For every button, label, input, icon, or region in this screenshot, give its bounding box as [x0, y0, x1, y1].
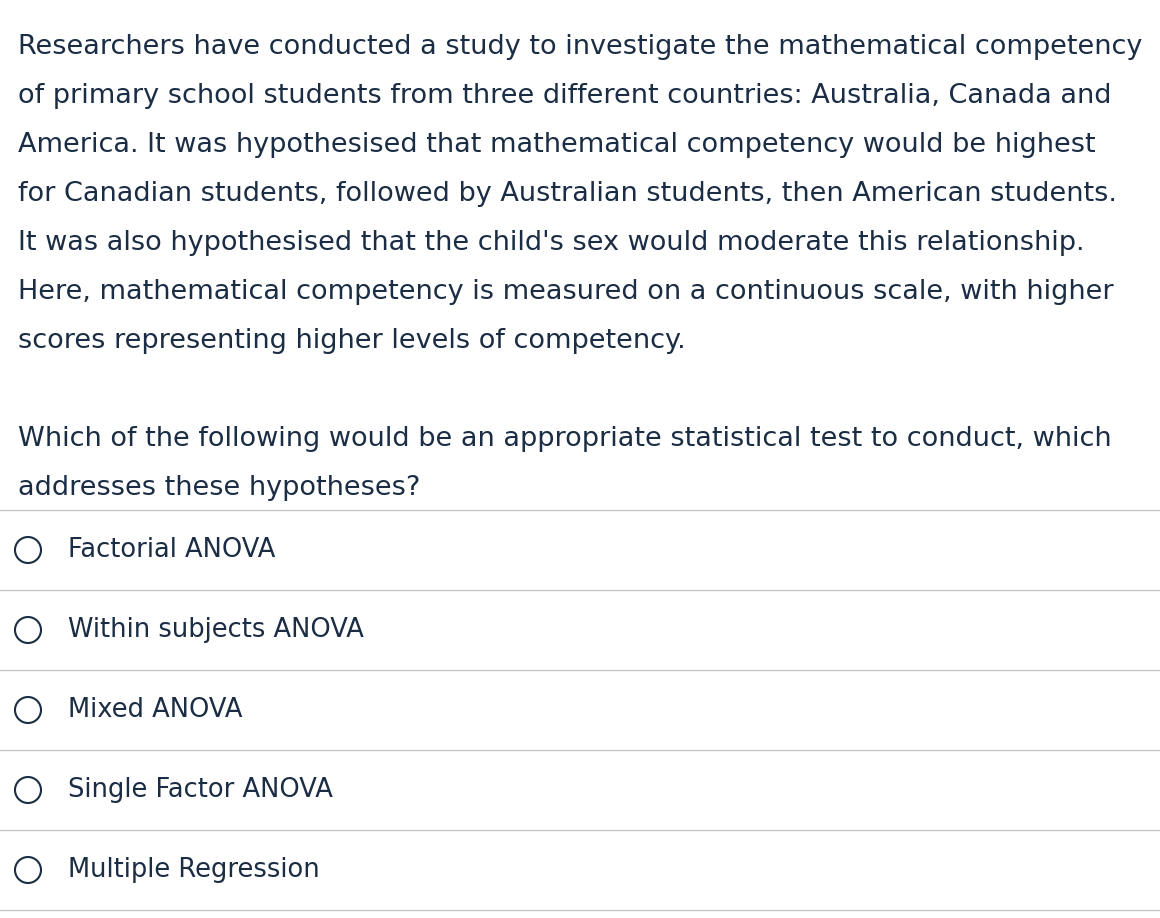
Text: of primary school students from three different countries: Australia, Canada and: of primary school students from three di… [19, 83, 1111, 108]
Text: Multiple Regression: Multiple Regression [68, 857, 320, 883]
Text: Researchers have conducted a study to investigate the mathematical competency: Researchers have conducted a study to in… [19, 34, 1143, 60]
Text: Within subjects ANOVA: Within subjects ANOVA [68, 617, 364, 643]
Text: Factorial ANOVA: Factorial ANOVA [68, 537, 275, 563]
Text: Which of the following would be an appropriate statistical test to conduct, whic: Which of the following would be an appro… [19, 426, 1111, 452]
Text: addresses these hypotheses?: addresses these hypotheses? [19, 475, 420, 500]
Text: America. It was hypothesised that mathematical competency would be highest: America. It was hypothesised that mathem… [19, 131, 1096, 158]
Text: It was also hypothesised that the child's sex would moderate this relationship.: It was also hypothesised that the child'… [19, 230, 1085, 255]
Text: Single Factor ANOVA: Single Factor ANOVA [68, 777, 333, 803]
Text: Mixed ANOVA: Mixed ANOVA [68, 697, 242, 723]
Text: Here, mathematical competency is measured on a continuous scale, with higher: Here, mathematical competency is measure… [19, 279, 1114, 305]
Text: scores representing higher levels of competency.: scores representing higher levels of com… [19, 328, 686, 353]
Text: for Canadian students, followed by Australian students, then American students.: for Canadian students, followed by Austr… [19, 181, 1117, 207]
